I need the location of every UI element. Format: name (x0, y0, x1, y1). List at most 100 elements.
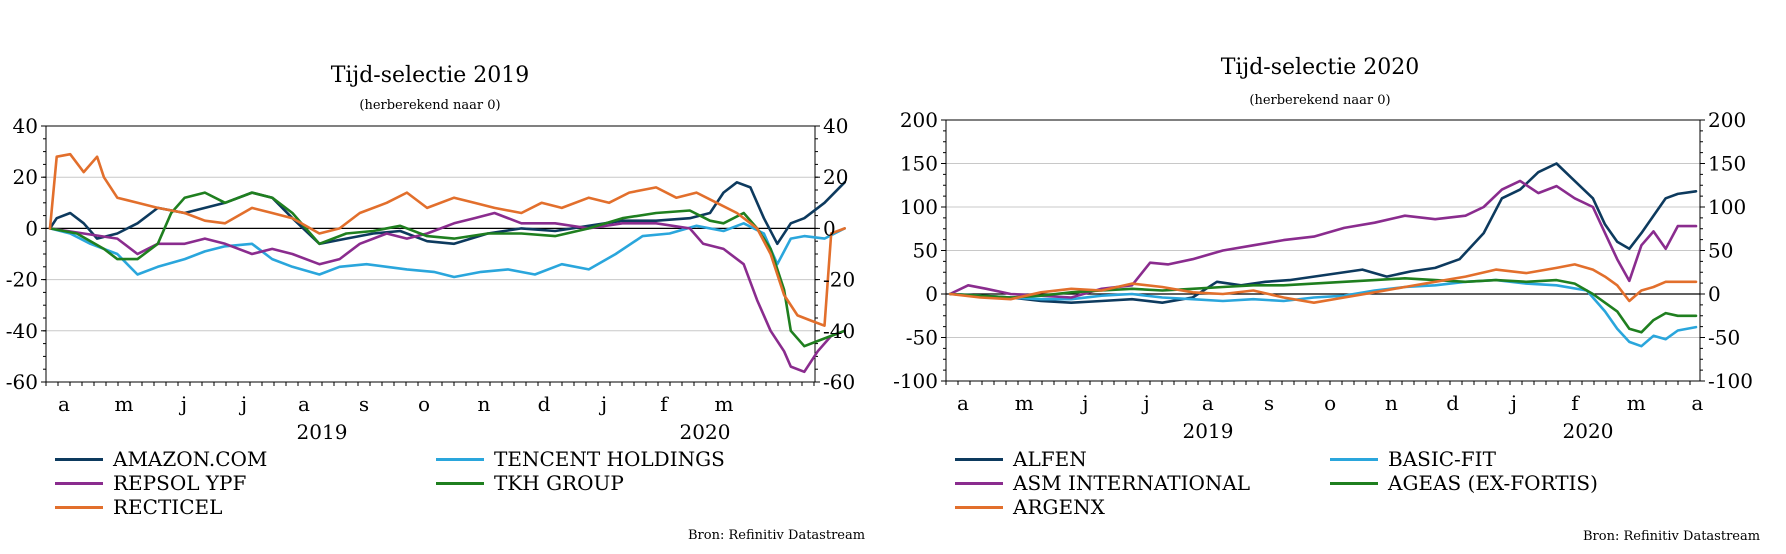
x-tick-label: s (359, 392, 369, 416)
legend-swatch (955, 505, 1003, 509)
series-line-alfen (948, 162, 1698, 304)
x-tick-label: j (599, 392, 607, 416)
y-tick-label-right: -40 (823, 319, 855, 343)
legend-item-ageas: AGEAS (EX-FORTIS) (1330, 471, 1598, 495)
x-tick-label: f (1571, 391, 1580, 415)
legend-label: REPSOL YPF (113, 471, 247, 495)
x-tick-label: m (115, 392, 134, 416)
y-tick-label-left: -60 (6, 370, 38, 394)
y-tick-label-right: 40 (823, 114, 848, 138)
y-tick-label-left: 100 (900, 195, 938, 219)
legend-swatch (955, 457, 1003, 461)
series-line-asm-international (948, 179, 1698, 299)
x-tick-label: j (1080, 391, 1088, 415)
legend-item-basicfit: BASIC-FIT (1330, 447, 1496, 471)
legend-swatch (1330, 457, 1378, 461)
x-tick-label: f (660, 392, 669, 416)
legend-swatch (955, 481, 1003, 485)
chart-title: Tijd-selectie 2019 (331, 63, 530, 88)
series-line-amazon-com (48, 181, 846, 246)
y-tick-label-right: 150 (1708, 152, 1746, 176)
chart-title: Tijd-selectie 2020 (1221, 55, 1420, 80)
legend-item-repsol: REPSOL YPF (55, 471, 246, 495)
legend-item-recticel: RECTICEL (55, 495, 222, 519)
x-tick-label: j (179, 392, 187, 416)
x-tick-label: j (239, 392, 247, 416)
series-line-tkh-group (48, 191, 846, 348)
legend-item-tkh: TKH GROUP (436, 471, 624, 495)
legend-label: AMAZON.COM (113, 447, 268, 471)
legend-label: ALFEN (1013, 447, 1087, 471)
x-tick-label: n (1385, 391, 1398, 415)
x-tick-label: a (58, 392, 70, 416)
x-tick-label: s (1264, 391, 1274, 415)
series-line-recticel (48, 152, 846, 327)
y-tick-label-left: -50 (906, 326, 938, 350)
y-tick-label-right: -20 (823, 268, 855, 292)
series-line-tencent-holdings (48, 222, 846, 279)
x-year-label: 2019 (297, 420, 348, 444)
chart-subtitle: (herberekend naar 0) (359, 98, 500, 113)
chart-2019: Tijd-selectie 2019 (herberekend naar 0) … (6, 63, 855, 444)
y-tick-label-right: 50 (1708, 239, 1733, 263)
y-tick-label-left: 0 (925, 282, 938, 306)
x-tick-label: a (957, 391, 969, 415)
y-tick-label-right: -60 (823, 370, 855, 394)
x-tick-label: m (715, 392, 734, 416)
legend-label: AGEAS (EX-FORTIS) (1388, 471, 1598, 495)
legend-item-argenx: ARGENX (955, 495, 1105, 519)
x-tick-label: o (1324, 391, 1336, 415)
x-tick-label: a (298, 392, 310, 416)
y-tick-label-left: 50 (913, 239, 938, 263)
plot-frame (945, 119, 1701, 382)
x-tick-label: m (1627, 391, 1646, 415)
chart-subtitle: (herberekend naar 0) (1249, 93, 1390, 108)
x-tick-label: o (418, 392, 430, 416)
y-tick-label-left: 200 (900, 108, 938, 132)
x-tick-label: j (1509, 391, 1517, 415)
y-tick-label-right: -50 (1708, 326, 1740, 350)
x-tick-label: d (1446, 391, 1459, 415)
x-tick-label: n (478, 392, 491, 416)
source-note-2020: Bron: Refinitiv Datastream (1583, 529, 1761, 544)
y-tick-label-left: 20 (13, 165, 38, 189)
x-year-label: 2020 (680, 420, 731, 444)
legend-swatch (55, 505, 103, 509)
y-tick-label-right: 100 (1708, 195, 1746, 219)
y-tick-label-left: 40 (13, 114, 38, 138)
legend-label: ARGENX (1013, 495, 1105, 519)
y-tick-label-right: 0 (823, 216, 836, 240)
y-tick-label-left: -40 (6, 319, 38, 343)
x-year-label: 2020 (1563, 419, 1614, 443)
legend-swatch (436, 481, 484, 485)
x-tick-label: m (1015, 391, 1034, 415)
legend-label: TKH GROUP (494, 471, 624, 495)
x-tick-label: a (1202, 391, 1214, 415)
legend-label: RECTICEL (113, 495, 223, 519)
x-year-label: 2019 (1183, 419, 1234, 443)
y-tick-label-left: 150 (900, 152, 938, 176)
legend-label: TENCENT HOLDINGS (494, 447, 725, 471)
y-tick-label-right: 20 (823, 165, 848, 189)
series-line-repsol-ypf (48, 211, 846, 374)
legend-label: BASIC-FIT (1388, 447, 1496, 471)
legend-swatch (1330, 481, 1378, 485)
legend-swatch (55, 481, 103, 485)
x-tick-label: d (538, 392, 551, 416)
legend-item-asm: ASM INTERNATIONAL (955, 471, 1250, 495)
legend-item-amazon: AMAZON.COM (55, 447, 267, 471)
y-tick-label-right: 0 (1708, 282, 1721, 306)
legend-swatch (436, 457, 484, 461)
y-tick-label-right: 200 (1708, 108, 1746, 132)
legend-item-tencent: TENCENT HOLDINGS (436, 447, 725, 471)
y-tick-label-left: -20 (6, 268, 38, 292)
x-tick-label: a (1691, 391, 1703, 415)
chart-2020: Tijd-selectie 2020 (herberekend naar 0) … (893, 55, 1753, 443)
series-line-ageas-ex-fortis (948, 277, 1698, 334)
x-tick-label: j (1141, 391, 1149, 415)
legend-label: ASM INTERNATIONAL (1013, 471, 1251, 495)
series-line-argenx (948, 263, 1698, 304)
y-tick-label-left: -100 (893, 369, 938, 393)
y-tick-label-right: -100 (1708, 369, 1753, 393)
